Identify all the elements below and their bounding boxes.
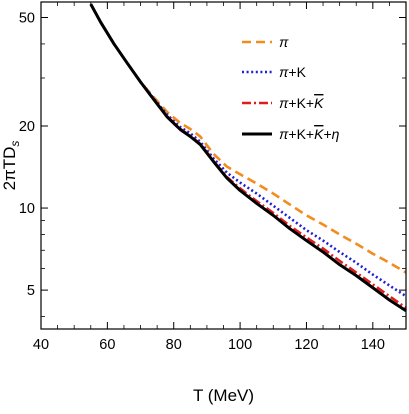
x-tick-label-0: 40 xyxy=(33,337,49,353)
x-tick-label-4: 120 xyxy=(294,337,318,353)
x-tick-label-5: 140 xyxy=(361,337,385,353)
legend-label-part: +K+ xyxy=(288,95,314,111)
x-tick-label-3: 100 xyxy=(228,337,252,353)
y-axis-title-main: 2πTD xyxy=(0,147,19,191)
legend-label-2: π+K+K xyxy=(279,95,324,111)
legend-label-part: η xyxy=(332,126,340,142)
legend-label-part: K xyxy=(314,126,324,142)
series-line-3 xyxy=(89,3,407,313)
x-tick-label-1: 60 xyxy=(99,337,115,353)
legend-label-part: +K+ xyxy=(288,126,314,142)
legend-label-part: + xyxy=(323,126,331,142)
legend-label-3: π+K+K+η xyxy=(279,126,340,142)
y-axis-title-subscript: s xyxy=(8,141,22,147)
legend-label-part: +K xyxy=(288,64,306,80)
series-layer xyxy=(89,3,407,313)
x-axis-title: T (MeV) xyxy=(193,386,254,405)
y-tick-label-2: 20 xyxy=(19,119,35,135)
y-tick-label-0: 5 xyxy=(27,283,35,299)
legend-label-part: π xyxy=(279,64,289,80)
x-tick-label-2: 80 xyxy=(166,337,182,353)
y-tick-label-1: 10 xyxy=(19,201,35,217)
legend: ππ+Kπ+K+Kπ+K+K+η xyxy=(242,34,340,142)
legend-label-1: π+K xyxy=(279,64,307,80)
legend-label-part: π xyxy=(279,34,289,50)
legend-label-part: π xyxy=(279,126,289,142)
legend-label-part: K xyxy=(314,95,324,111)
legend-label-part: π xyxy=(279,95,289,111)
y-tick-label-3: 50 xyxy=(19,11,35,27)
legend-label-0: π xyxy=(279,34,289,50)
y-axis-title: 2πTDs xyxy=(0,141,22,191)
tick-layer: 40 60 80 100 120 140 5 10 20 50 xyxy=(19,2,406,353)
